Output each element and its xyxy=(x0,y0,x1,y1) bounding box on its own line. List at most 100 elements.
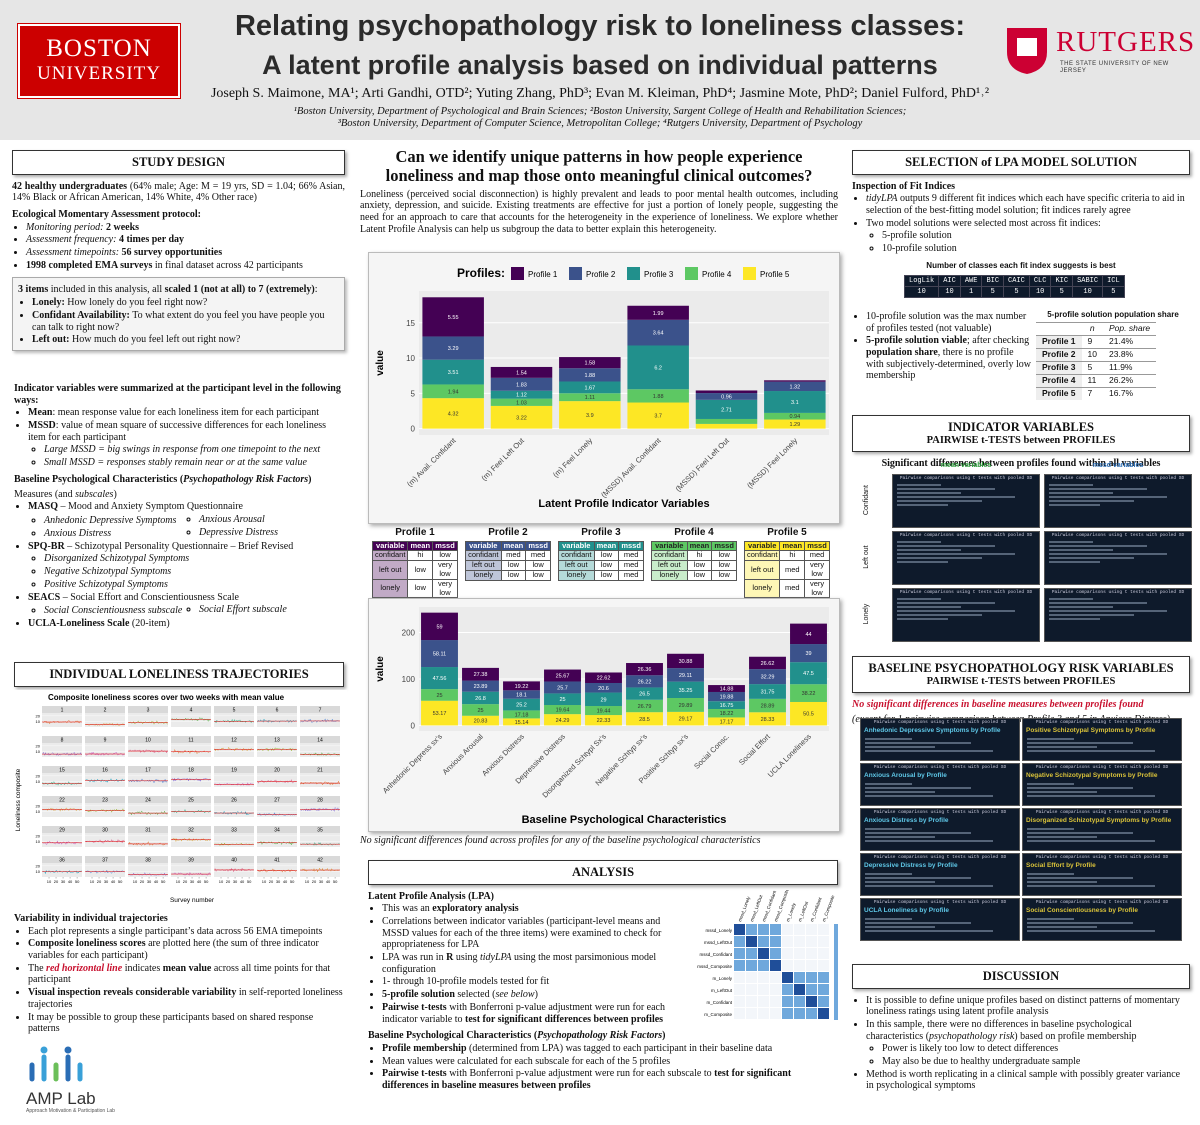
bar-segment xyxy=(667,711,704,726)
heatmap-cell xyxy=(770,972,781,983)
console-screenshot: Pairwise comparisons using t tests with … xyxy=(892,531,1040,585)
panel-label: 8 xyxy=(61,738,64,744)
heatmap-cell xyxy=(806,924,817,935)
text-text: are plotted here (the sum of three indic… xyxy=(28,938,319,962)
panel-strip xyxy=(257,826,297,833)
console-line xyxy=(1049,614,1134,617)
x-tick-label: (m) Avail. Confidant xyxy=(405,435,458,488)
bullet-item: MSSD: value of mean square of successive… xyxy=(28,420,344,469)
console-line xyxy=(1027,835,1097,838)
panel-strip xyxy=(300,706,340,713)
bullet-item: Depressive Distress xyxy=(199,527,344,539)
panel-strip xyxy=(257,706,297,713)
trajectory-line xyxy=(214,746,254,752)
y-tick-label: 20 xyxy=(36,713,41,718)
bullet-list: Profile membership (determined from LPA)… xyxy=(368,1043,838,1092)
panel-label: 34 xyxy=(274,828,280,834)
bar-segment xyxy=(626,699,663,713)
bullet-item: Method is worth replicating in a clinica… xyxy=(866,1069,1190,1092)
panel-bg xyxy=(214,803,254,817)
console-line xyxy=(1027,880,1097,883)
x-tick-label: (MSSD) Feel Left Out xyxy=(674,435,732,493)
panel-strip xyxy=(214,856,254,863)
cell: Profile 5 xyxy=(1036,386,1082,400)
trajectory-line xyxy=(85,751,125,756)
bar-segment xyxy=(764,419,826,429)
bar-segment xyxy=(749,698,786,713)
y-tick-label: 20 xyxy=(36,773,41,778)
heatmap-cell xyxy=(758,960,769,971)
panel-bg xyxy=(42,713,82,727)
console-line xyxy=(865,929,993,932)
x-tick-label: Anxious Arousal xyxy=(441,732,486,777)
panel-label: 7 xyxy=(319,708,322,714)
console-line xyxy=(1049,484,1093,487)
value-label: 39 xyxy=(805,651,811,657)
heatmap-cell xyxy=(770,984,781,995)
y-axis-label: value xyxy=(375,656,386,682)
heatmap-cell xyxy=(770,960,781,971)
text: Correlations between indicator variables… xyxy=(382,916,662,951)
cell: Profile 4 xyxy=(1036,373,1082,388)
cell: 10 xyxy=(938,286,961,299)
heatmap-label: m_Lonely xyxy=(712,976,732,981)
y-tick-label: 10 xyxy=(36,809,41,814)
heatmap-label: mssd_Composite xyxy=(697,964,732,969)
cell: Profile 2 xyxy=(1036,347,1082,362)
heatmap-label: mssd_Confidant xyxy=(699,952,732,957)
panel-title: Social Conscientiousness by Profile xyxy=(1026,907,1138,915)
panel-strip xyxy=(128,826,168,833)
value-label: 1.99 xyxy=(653,311,664,317)
bar-segment xyxy=(627,345,689,390)
table: variable mean mssd confidant hi low left out lo… xyxy=(371,540,458,599)
console-line xyxy=(897,618,949,621)
cell: left out xyxy=(743,560,781,580)
text: Ecological Momentary Assessment protocol… xyxy=(12,209,201,220)
bar-segment xyxy=(422,384,484,399)
bold-text: SPQ-BR xyxy=(28,540,65,552)
x-tick-label: 10 xyxy=(133,879,138,884)
bar-segment xyxy=(462,667,499,681)
bullet-item: Monitoring period: 2 weeks xyxy=(26,222,345,234)
console-line xyxy=(1027,831,1133,834)
bullet-list: tidyLPA outputs 9 different fit indices … xyxy=(852,193,1190,254)
discussion: DISCUSSION It is possible to define uniqu… xyxy=(852,964,1190,1093)
bar-segment xyxy=(749,712,786,726)
bullet-item: MASQ – Mood and Anxiety Symptom Question… xyxy=(28,501,344,540)
panel-label: 1 xyxy=(61,708,64,714)
panel-title: Anxious Arousal by Profile xyxy=(864,772,947,780)
bar-segment xyxy=(421,612,458,641)
x-tick-label: 20 xyxy=(269,879,274,884)
x-tick-label: UCLA Loneliness xyxy=(766,732,813,779)
table: variable mean mssd confidant hi low left out lo… xyxy=(651,540,737,581)
amp-logo: AMP Lab Approach Motivation & Participat… xyxy=(26,1045,146,1114)
console-line xyxy=(1027,876,1133,879)
indicator-variables: INDICATOR VARIABLES PAIRWISE t-TESTS betw… xyxy=(852,415,1190,470)
console-line xyxy=(1027,884,1155,887)
section-heading: INDIVIDUAL LONELINESS TRAJECTORIES xyxy=(14,662,344,687)
panel-label: 32 xyxy=(188,828,194,834)
cell: 11.9% xyxy=(1103,360,1157,375)
bar-segment xyxy=(503,698,540,711)
x-tick-label: 40 xyxy=(283,879,288,884)
heatmap-cell xyxy=(818,948,829,959)
console-line xyxy=(1049,606,1114,609)
console-line xyxy=(865,835,935,838)
x-tick-label: 40 xyxy=(111,879,116,884)
console-screenshot: Pairwise comparisons using t tests with … xyxy=(860,808,1020,851)
heatmap-cell xyxy=(806,960,817,971)
text: 10-profile solution xyxy=(882,243,957,255)
heatmap-cell xyxy=(782,984,793,995)
text-text: How lonely do you feel right now? xyxy=(64,297,208,309)
panel-label: 9 xyxy=(104,738,107,744)
y-tick-label: 10 xyxy=(406,354,415,363)
heatmap-cell xyxy=(734,948,745,959)
panel-bg xyxy=(128,713,168,727)
heatmap-cell xyxy=(734,960,745,971)
affiliation-line: ³Boston University, Department of Comput… xyxy=(337,118,863,130)
text-text: ) based on profile membership xyxy=(1014,1030,1137,1042)
value-label: 17.17 xyxy=(720,719,734,725)
cell: confidant xyxy=(371,550,409,562)
panel-strip xyxy=(214,706,254,713)
cell: low xyxy=(686,569,713,581)
